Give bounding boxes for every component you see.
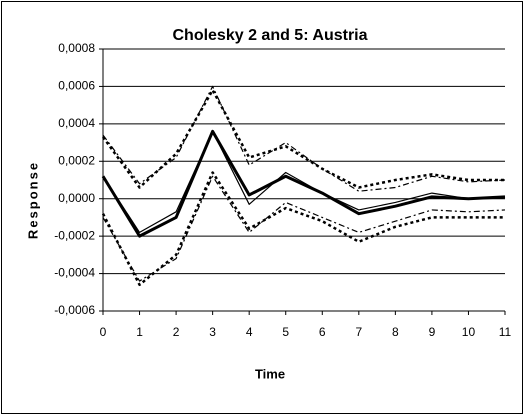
- y-tick-label: 0,0006: [58, 79, 95, 93]
- x-tick-label: 0: [100, 325, 107, 339]
- x-tick-label: 11: [499, 325, 512, 339]
- y-tick-label: -0,0002: [54, 228, 95, 242]
- series-line: [102, 130, 506, 233]
- series-line: [101, 88, 505, 189]
- x-tick-label: 9: [429, 325, 436, 339]
- y-tick-label: 0,0000: [58, 191, 95, 205]
- y-tick-label: 0,0004: [58, 116, 95, 130]
- y-tick-label: -0,0004: [54, 266, 95, 280]
- series-line: [101, 129, 506, 238]
- x-tick-label: 8: [392, 325, 399, 339]
- x-tick-label: 10: [462, 325, 476, 339]
- x-tick-label: 6: [319, 325, 326, 339]
- y-tick-label: -0,0006: [54, 303, 95, 317]
- y-tick-label: 0,0002: [58, 153, 95, 167]
- y-tick-label: 0,0008: [58, 41, 95, 55]
- x-tick-label: 5: [282, 325, 289, 339]
- x-tick-label: 1: [136, 325, 143, 339]
- x-tick-label: 4: [246, 325, 253, 339]
- x-axis-title: Time: [255, 366, 285, 381]
- chart-title: Cholesky 2 and 5: Austria: [172, 27, 367, 44]
- x-tick-label: 2: [173, 325, 180, 339]
- series-line: [102, 85, 506, 192]
- x-tick-label: 7: [355, 325, 362, 339]
- series-line: [102, 175, 506, 282]
- y-axis-title: Response: [25, 161, 40, 239]
- x-tick-label: 3: [209, 325, 216, 339]
